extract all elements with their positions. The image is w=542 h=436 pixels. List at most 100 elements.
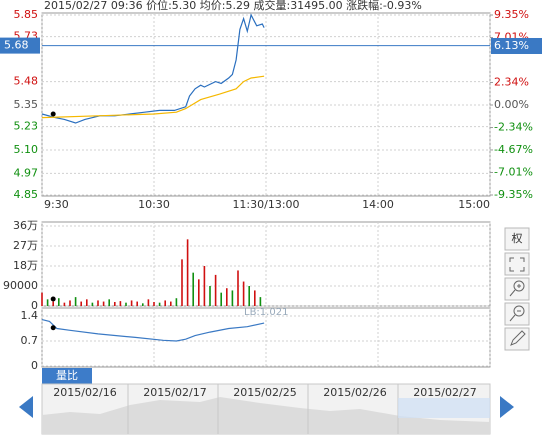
icon-zoom-in — [509, 284, 521, 297]
cursor-label: 6.13% — [494, 39, 529, 52]
price-line — [41, 13, 265, 124]
volume-bar — [125, 302, 127, 306]
y2-tick-label: 0.00% — [494, 98, 529, 111]
cursor-box — [0, 37, 40, 54]
volume-bar — [214, 274, 217, 306]
icon-pencil — [510, 330, 526, 346]
y2-tick-label: 9.35% — [494, 8, 529, 21]
volume-bar — [153, 302, 155, 306]
y-tick-label: 0 — [31, 359, 38, 372]
nav-date: 2015/02/27 — [413, 386, 476, 399]
navigator: 量比 2015/02/16 2015/02/17 2015/02/25 2015/02… — [19, 368, 514, 435]
nav-date: 2015/02/26 — [323, 386, 386, 399]
button-draw[interactable] — [504, 327, 530, 351]
volume-bar — [41, 292, 43, 306]
y2-tick-label: -9.35% — [494, 188, 533, 201]
volume-bar — [164, 300, 166, 306]
y-tick-label: 1.4 — [21, 309, 39, 322]
nav-tab[interactable] — [42, 368, 92, 384]
volume-bar — [102, 301, 105, 306]
volume-bar — [108, 299, 110, 306]
icon-zoom-in — [513, 280, 525, 292]
x-tick-label: 10:30 — [138, 198, 170, 211]
volume-bar — [136, 301, 138, 306]
x-tick-label: 14:00 — [362, 198, 394, 211]
button-label: 权 — [512, 232, 523, 245]
volume-bar — [170, 301, 172, 306]
marker — [50, 111, 56, 117]
button-fullscreen[interactable] — [504, 252, 530, 276]
volume-bar — [259, 297, 262, 306]
volume-bar — [52, 301, 54, 306]
y-tick-label: 27万 — [13, 239, 38, 252]
volume-bar — [220, 292, 222, 306]
y-tick-label: 0.7 — [21, 334, 39, 347]
volume-bar — [130, 300, 133, 306]
y2-tick-label: 2.34% — [494, 75, 529, 88]
volume-bar — [242, 281, 245, 306]
ratio-line — [41, 319, 265, 342]
volume-bar — [248, 286, 250, 306]
nav-tab-label: 量比 — [56, 369, 78, 382]
ratio-annotation: LB:1.021 — [244, 307, 288, 318]
x-tick-label: 9:30 — [44, 198, 69, 211]
icon-zoom-out — [513, 305, 525, 317]
volume-bar — [181, 259, 183, 306]
y-tick-label: 0 — [31, 299, 38, 312]
volume-bar — [63, 302, 66, 306]
nav-separators — [127, 384, 399, 434]
cursor-label: 5.68 — [4, 39, 29, 52]
y-tick-label: 5.48 — [14, 75, 39, 88]
price-line — [41, 75, 265, 119]
volume-bar — [175, 298, 178, 306]
volume-bar — [209, 286, 211, 306]
button-rights[interactable] — [504, 227, 530, 251]
y-tick-label: 4.85 — [14, 188, 39, 201]
y2-tick-label: -2.34% — [494, 121, 533, 134]
volume-bar — [198, 279, 200, 306]
volume-bar — [46, 299, 49, 306]
volume-bar — [192, 272, 194, 306]
volume-bar — [142, 303, 144, 306]
y2-tick-label: -4.67% — [494, 143, 533, 156]
y-tick-label: 5.35 — [14, 98, 39, 111]
y-tick-label: 5.85 — [14, 8, 39, 21]
volume-bar — [158, 302, 161, 306]
volume-bar — [231, 290, 234, 306]
volume-bar — [237, 270, 239, 306]
volume-bar — [254, 290, 256, 306]
nav-handle[interactable] — [398, 398, 490, 418]
volume-bar — [119, 301, 122, 306]
y-tick-label: 4.97 — [14, 166, 39, 179]
volume-bar — [80, 301, 82, 306]
volume-bar — [147, 299, 150, 306]
nav-right-arrow[interactable] — [500, 396, 514, 418]
y-tick-label: 36万 — [13, 219, 38, 232]
volume-bar — [226, 288, 228, 306]
nav-date: 2015/02/17 — [143, 386, 206, 399]
nav-left-arrow[interactable] — [19, 396, 33, 418]
icon-fullscreen — [509, 257, 525, 272]
nav-date: 2015/02/25 — [233, 386, 296, 399]
marker — [50, 296, 56, 302]
volume-bar — [203, 266, 206, 306]
nav-area — [42, 397, 490, 434]
volume-bar — [74, 297, 77, 306]
y2-tick-label: -7.01% — [494, 165, 533, 178]
y-tick-label: 5.23 — [14, 120, 39, 133]
x-tick-label: 15:00 — [458, 198, 490, 211]
volume-bar — [186, 239, 189, 306]
nav-date: 2015/02/16 — [53, 386, 116, 399]
volume-bar — [97, 300, 99, 306]
info-line: 2015/02/27 09:36 价位:5.30 均价:5.29 成交量:314… — [44, 0, 422, 12]
y-tick-label: 18万 — [13, 259, 38, 272]
volume-bar — [69, 300, 71, 306]
volume-bar — [86, 299, 88, 306]
volume-bar — [91, 302, 94, 306]
volume-bar — [58, 298, 60, 306]
toolbar: 权 — [504, 227, 530, 351]
marker — [50, 325, 56, 331]
y-tick-label: 5.10 — [14, 143, 39, 156]
